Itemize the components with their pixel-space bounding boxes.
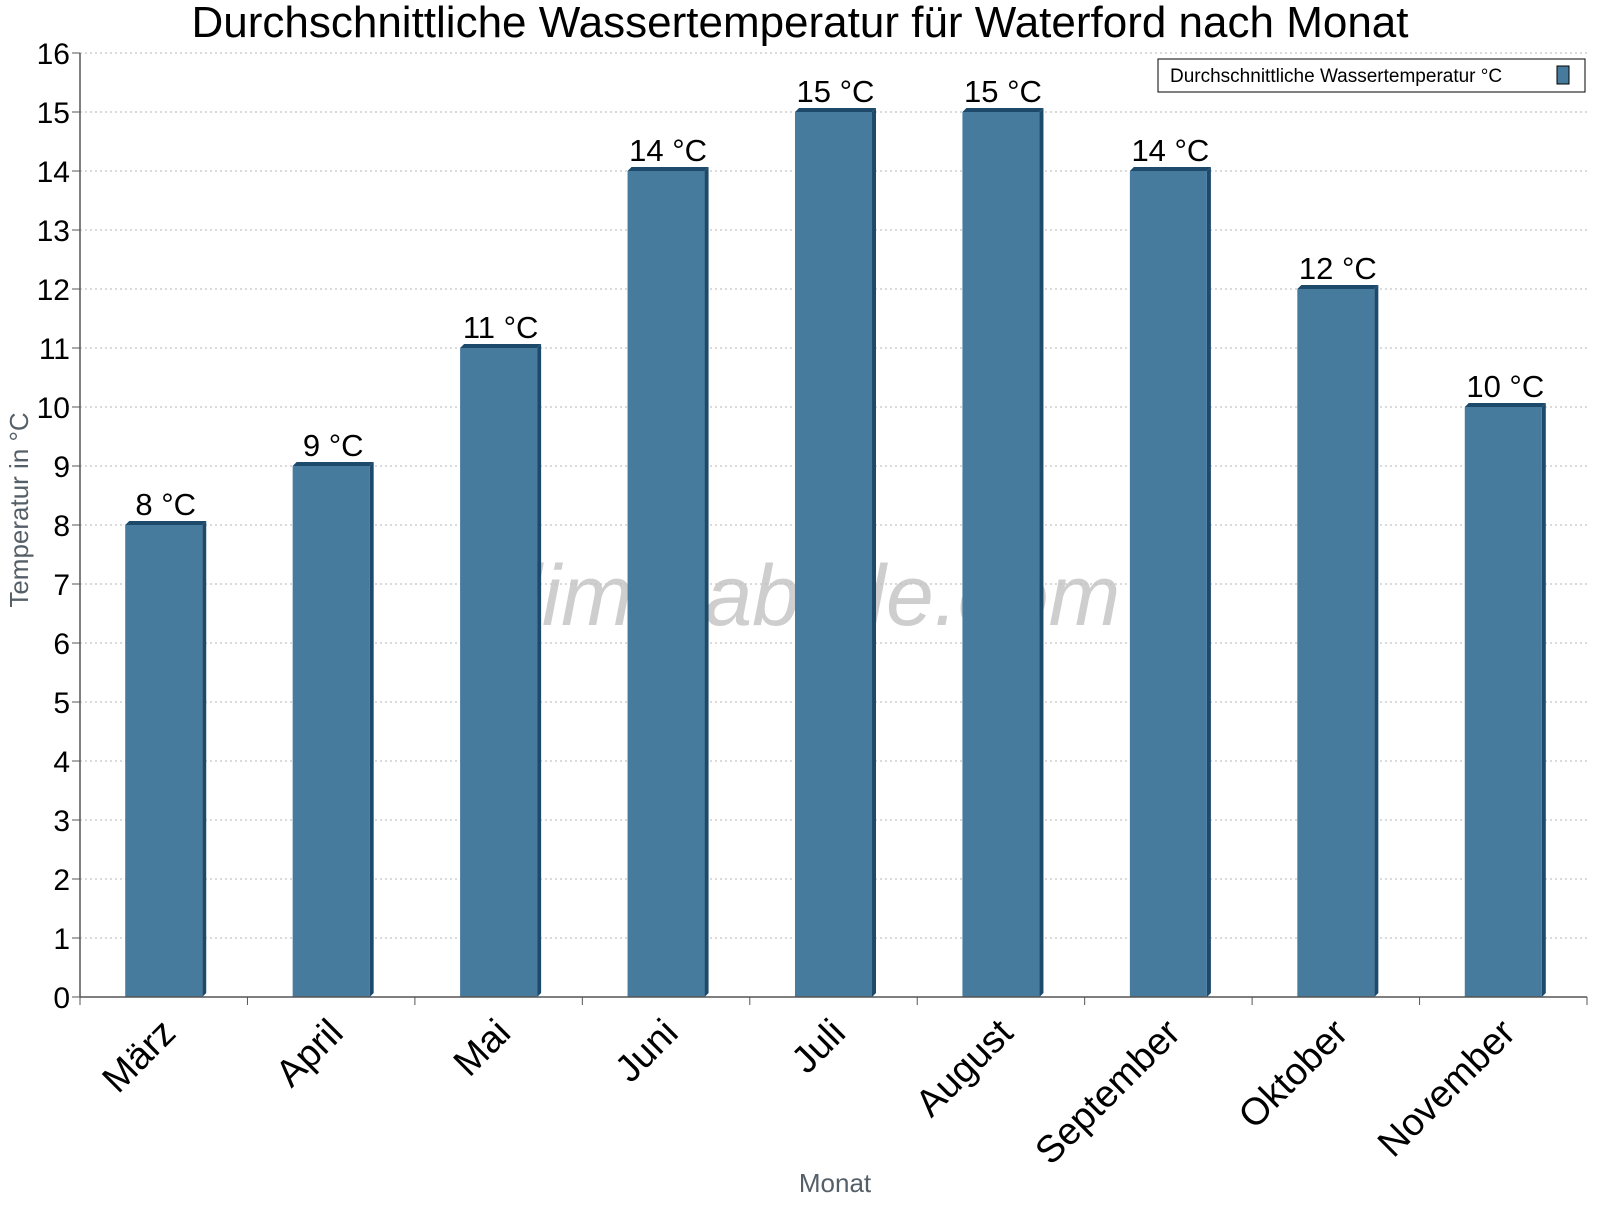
bar-group: 15 °C	[962, 74, 1044, 997]
y-tick-label: 16	[37, 38, 70, 71]
bar-top	[1464, 403, 1546, 407]
x-tick-label: Mai	[446, 1012, 519, 1085]
y-tick-label: 5	[53, 687, 70, 720]
bar-group: 14 °C	[627, 133, 709, 997]
legend-label: Durchschnittliche Wassertemperatur °C	[1170, 66, 1502, 87]
bar	[125, 525, 203, 997]
bar-top	[460, 344, 542, 348]
bar-group: 9 °C	[292, 428, 374, 997]
data-label: 12 °C	[1299, 251, 1377, 286]
y-tick-label: 10	[37, 392, 70, 425]
y-tick-label: 1	[53, 923, 70, 956]
x-axis-title: Monat	[799, 1168, 872, 1198]
data-label: 15 °C	[964, 74, 1042, 109]
y-tick-label: 4	[53, 746, 70, 779]
bar-top	[627, 167, 709, 171]
data-label: 14 °C	[629, 133, 707, 168]
legend-box	[1157, 58, 1586, 93]
bar-side	[1541, 403, 1546, 997]
bar	[1297, 289, 1375, 997]
y-tick-label: 3	[53, 805, 70, 838]
bars: 8 °C 9 °C 11 °C 14 °C 15 °C 15 °C 14 °C 12 °C 10…	[125, 74, 1546, 997]
bar-group: 11 °C	[460, 310, 542, 997]
bar-side	[1206, 167, 1211, 997]
bar	[627, 171, 705, 997]
x-tick-label: August	[908, 1011, 1022, 1125]
bar-side	[369, 462, 374, 997]
x-tick-label: Juli	[784, 1012, 854, 1082]
y-tick-label: 8	[53, 510, 70, 543]
x-tick-label: April	[268, 1012, 351, 1095]
y-tick-label: 7	[53, 569, 70, 602]
bar	[794, 112, 873, 997]
data-label: 11 °C	[463, 310, 539, 345]
bar-group: 10 °C	[1464, 369, 1546, 997]
bar	[460, 348, 538, 997]
y-tick-label: 11	[39, 333, 70, 366]
y-axis-title: Temperatur in °C	[4, 412, 34, 607]
data-label: 9 °C	[303, 428, 364, 463]
chart-title: Durchschnittliche Wassertemperatur für W…	[192, 0, 1409, 47]
data-label: 15 °C	[797, 74, 875, 109]
legend-swatch	[1556, 65, 1570, 85]
bar	[1464, 407, 1542, 997]
bar-top	[962, 108, 1044, 112]
bar-side	[1039, 108, 1044, 997]
x-tick-label: November	[1370, 1011, 1524, 1165]
bar-top	[1129, 167, 1211, 171]
y-tick-label: 0	[53, 982, 70, 1015]
bar-group: 12 °C	[1297, 251, 1379, 997]
bar-side	[202, 521, 207, 997]
x-tick-label: September	[1028, 1011, 1189, 1172]
x-tick-label: März	[95, 1012, 184, 1101]
y-tick-label: 14	[37, 156, 70, 189]
y-tick-label: 12	[37, 274, 70, 307]
bar-side	[872, 108, 877, 997]
bar-side	[1374, 285, 1379, 997]
y-tick-label: 15	[37, 97, 70, 130]
bar-group: 15 °C	[794, 74, 877, 997]
x-tick-label: Juni	[607, 1012, 686, 1091]
bar-top	[292, 462, 374, 466]
y-tick-label: 9	[53, 451, 70, 484]
x-tick-label: Oktober	[1231, 1011, 1357, 1137]
bar-side	[704, 167, 709, 997]
bar	[1129, 171, 1207, 997]
bar-top	[1297, 285, 1379, 289]
legend: Durchschnittliche Wassertemperatur °C	[1157, 58, 1586, 93]
y-tick-label: 2	[53, 864, 70, 897]
bar-group: 8 °C	[125, 487, 207, 997]
y-tick-label: 6	[53, 628, 70, 661]
y-tick-label: 13	[37, 215, 70, 248]
bar-group: 14 °C	[1129, 133, 1211, 997]
bar	[962, 112, 1040, 997]
data-label: 8 °C	[135, 487, 196, 522]
bar	[292, 466, 370, 997]
data-label: 14 °C	[1131, 133, 1209, 168]
bar-side	[537, 344, 542, 997]
bar-top	[125, 521, 207, 525]
data-label: 10 °C	[1466, 369, 1544, 404]
bar-top	[794, 108, 877, 112]
